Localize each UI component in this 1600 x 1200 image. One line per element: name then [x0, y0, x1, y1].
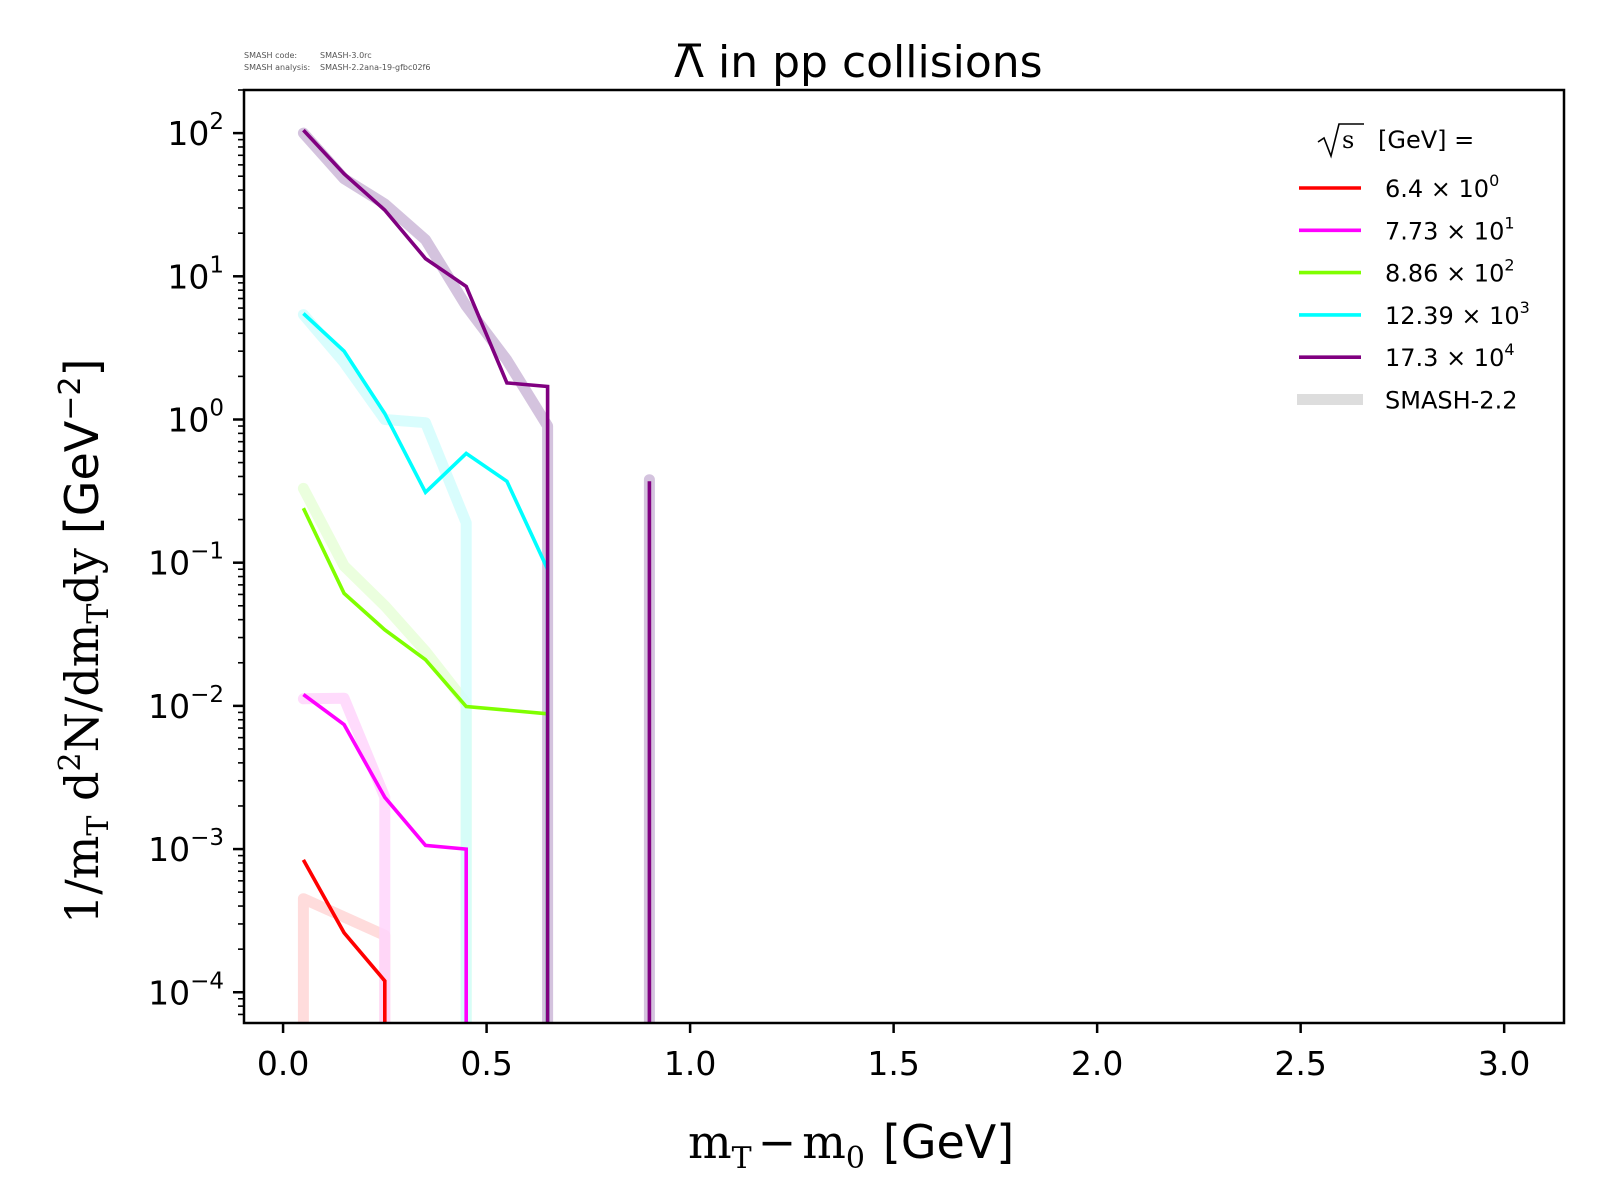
ylabel-sup2: −2: [53, 377, 88, 421]
legend-title-text: [GeV] =: [1378, 126, 1474, 154]
series-line-1: [302, 693, 468, 1023]
sqrt-icon: [1317, 123, 1364, 159]
x-tick-label: 1.5: [867, 1044, 919, 1083]
legend-entry: 7.73 × 101: [1299, 213, 1515, 245]
ylabel-sub1: T: [81, 816, 116, 836]
ylabel-sub2: T: [81, 604, 116, 624]
x-tick-label: 0.0: [257, 1044, 309, 1083]
ylabel-p1: 1/m: [55, 836, 109, 924]
legend-label: 17.3 × 104: [1385, 340, 1515, 372]
legend-entry: 12.39 × 103: [1299, 298, 1530, 330]
smash-meta: SMASH code: SMASH-3.0rc SMASH analysis: …: [244, 51, 430, 72]
ylabel-p4: dy: [55, 548, 109, 603]
series-line-3: [302, 312, 550, 1023]
y-tick-label: 100: [167, 395, 224, 439]
x-tick-label: 2.0: [1071, 1044, 1123, 1083]
xlabel-sub1: T: [732, 1141, 752, 1176]
svg-text:mT−m0[GeV]: mT − m0 [GeV]: [688, 1115, 1014, 1176]
y-tick-label: 10−3: [148, 825, 224, 869]
xlabel-m1: m: [688, 1115, 732, 1169]
svg-text:1/mT d2N/dmTdy[GeV−2]: 1/mT d2N/dmTdy[GeV−2]: [53, 359, 116, 924]
xlabel-unit: [GeV]: [883, 1115, 1014, 1169]
legend-label: 6.4 × 100: [1385, 171, 1499, 203]
xlabel-minus: −: [758, 1115, 797, 1169]
legend-entry-reference: SMASH-2.2: [1297, 387, 1517, 415]
meta-analysis-label: SMASH analysis:: [244, 63, 310, 72]
reference-curves: [297, 127, 655, 1023]
legend-label: 7.73 × 101: [1385, 213, 1515, 245]
x-axis-label: mT − m0 [GeV]: [688, 1115, 1014, 1176]
legend: s [GeV] = 6.4 × 100 7.73 × 101 8.86 × 102 1…: [1297, 123, 1530, 415]
meta-code-value: SMASH-3.0rc: [320, 51, 372, 60]
ylabel-sup1: 2: [53, 752, 88, 771]
xlabel-m2: m: [802, 1115, 846, 1169]
meta-code-label: SMASH code:: [244, 51, 297, 60]
meta-analysis-value: SMASH-2.2ana-19-gfbc02f6: [320, 63, 430, 72]
legend-label: 12.39 × 103: [1385, 298, 1530, 330]
legend-label: 8.86 × 102: [1385, 256, 1515, 288]
reference-line-1: [297, 692, 391, 1023]
legend-title-sqrt-arg: s: [1342, 126, 1354, 154]
y-tick-label: 10−2: [148, 682, 224, 726]
xlabel-sub2: 0: [846, 1141, 865, 1176]
legend-entry: 17.3 × 104: [1299, 340, 1515, 372]
legend-entry: 8.86 × 102: [1299, 256, 1515, 288]
y-tick-label: 101: [167, 252, 224, 296]
x-tick-label: 2.5: [1274, 1044, 1326, 1083]
y-tick-label: 10−1: [148, 539, 224, 583]
series-line-2: [301, 507, 550, 1023]
y-axis-label: 1/mT d2N/dmTdy[GeV−2]: [53, 359, 116, 924]
series-line-4: [302, 128, 652, 1023]
reference-line-0: [297, 893, 391, 1023]
legend-label-reference: SMASH-2.2: [1385, 387, 1517, 415]
x-tick-label: 3.0: [1478, 1044, 1530, 1083]
ylabel-unit: [GeV: [55, 420, 109, 534]
y-axis: 102 101 100 10−1 10−2 10−3 10−4: [148, 89, 244, 1016]
title-text: in pp collisions: [718, 37, 1043, 88]
chart-title: Λ in pp collisions: [674, 37, 1043, 88]
ylabel-p2: d: [55, 772, 109, 816]
x-axis: 0.0 0.5 1.0 1.5 2.0 2.5 3.0: [257, 1023, 1530, 1083]
reference-line-3: [297, 309, 472, 1023]
legend-entry: 6.4 × 100: [1299, 171, 1499, 203]
y-tick-label: 10−4: [148, 968, 224, 1012]
legend-title: s [GeV] =: [1317, 123, 1474, 159]
x-tick-label: 1.0: [664, 1044, 716, 1083]
series-line-0: [301, 859, 387, 1023]
data-curves: [301, 128, 652, 1023]
ylabel-p3: N/dm: [55, 624, 109, 753]
x-tick-label: 0.5: [460, 1044, 512, 1083]
y-tick-label: 102: [167, 109, 224, 153]
plot-frame: [242, 88, 1566, 1025]
ylabel-close: ]: [55, 359, 109, 377]
